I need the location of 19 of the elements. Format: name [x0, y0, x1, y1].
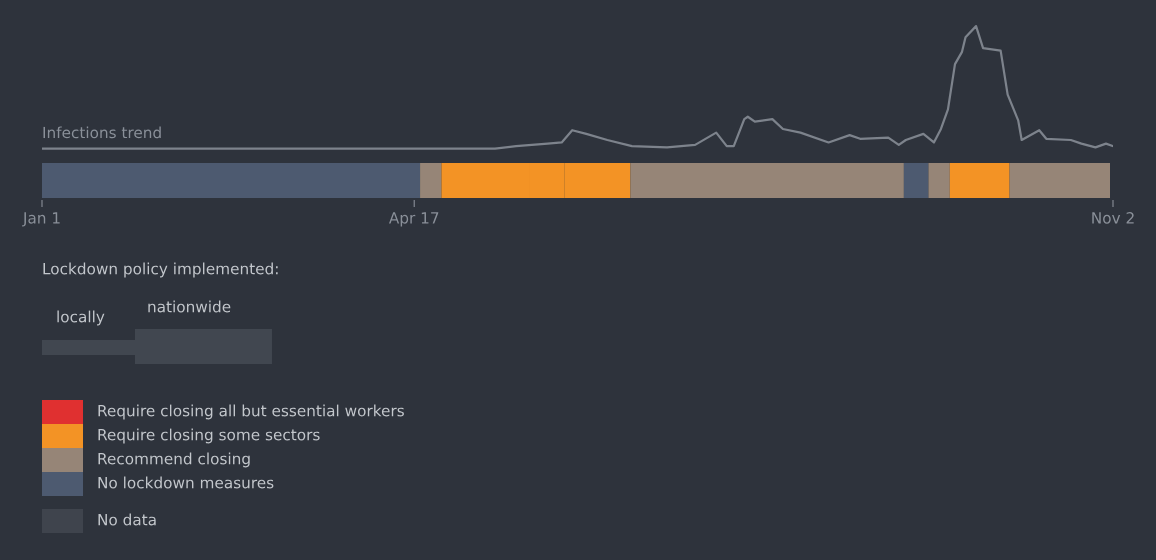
category-label: Recommend closing	[98, 452, 250, 468]
bar	[903, 163, 929, 198]
category-label: No lockdown measures	[98, 476, 274, 489]
text: nationwide	[148, 300, 231, 313]
category-label: Require closing some sectors	[98, 428, 320, 444]
x-tick-label: Apr 17	[388, 212, 439, 227]
category-label: Require closing all but essential workers	[98, 404, 404, 420]
x-tick-label: Jan 1	[22, 212, 60, 227]
bar	[42, 163, 421, 198]
text: locally	[57, 310, 105, 326]
text: Lockdown policy implemented:	[43, 262, 278, 278]
bar	[1009, 163, 1110, 198]
bar	[949, 163, 1010, 198]
category-label: No data	[98, 513, 156, 526]
bar	[928, 163, 950, 198]
series-label: Infections trend	[43, 126, 161, 139]
bar	[630, 163, 904, 198]
bar	[420, 163, 442, 198]
x-tick-label: Nov 2	[1092, 212, 1134, 224]
